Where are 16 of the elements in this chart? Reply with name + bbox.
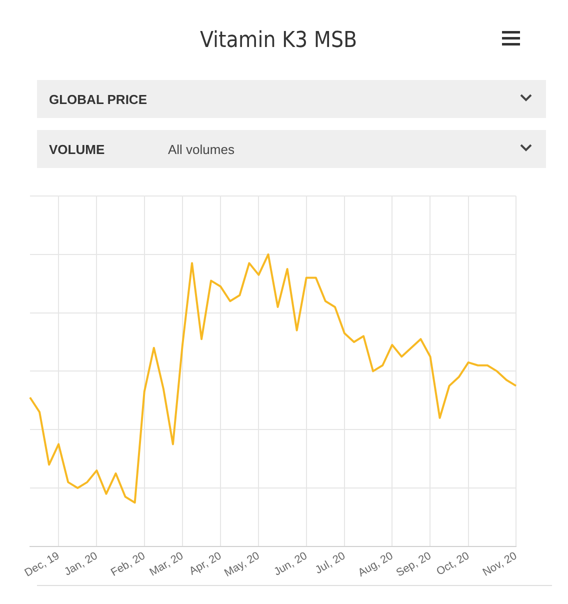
x-tick-label: Mar, 20: [148, 550, 186, 579]
x-tick-label: May, 20: [222, 550, 262, 580]
chart-title: Vitamin K3 MSB: [200, 28, 358, 53]
x-tick-label: Apr, 20: [187, 550, 224, 578]
x-tick-label: Nov, 20: [480, 550, 520, 579]
x-tick-label: Oct, 20: [434, 550, 472, 578]
x-tick-label: Jan, 20: [62, 550, 100, 578]
x-tick-label: Feb, 20: [109, 550, 148, 580]
x-tick-label: Sep, 20: [394, 550, 434, 580]
text: VOLUME: [49, 142, 105, 157]
text: GLOBAL PRICE: [49, 92, 147, 107]
text: All volumes: [168, 142, 234, 157]
x-tick-label: Jul, 20: [313, 550, 348, 577]
x-tick-label: Jun, 20: [272, 550, 310, 578]
x-tick-label: Dec, 19: [22, 550, 62, 580]
x-tick-label: Aug, 20: [356, 550, 396, 580]
